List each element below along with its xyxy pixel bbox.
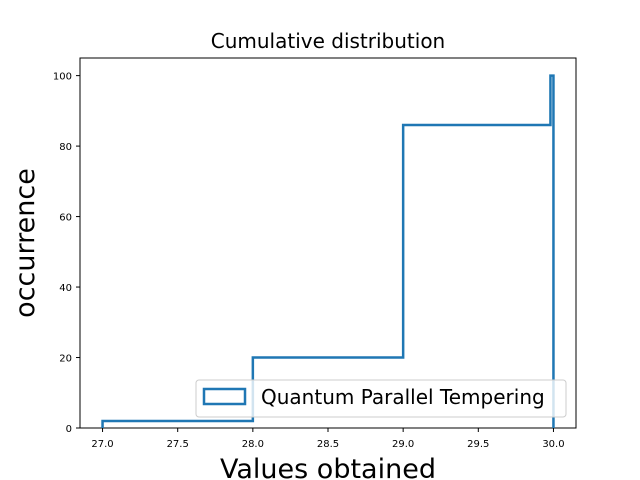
x-tick-label: 28.5 xyxy=(317,439,339,450)
legend-label: Quantum Parallel Tempering xyxy=(261,385,545,409)
y-axis-label: occurrence xyxy=(10,168,41,318)
x-tick-label: 30.0 xyxy=(542,439,564,450)
chart-title: Cumulative distribution xyxy=(211,29,445,53)
y-tick-label: 100 xyxy=(53,72,72,83)
plot-frame xyxy=(79,57,577,429)
y-tick-label: 0 xyxy=(66,424,72,435)
y-tick-label: 80 xyxy=(59,142,72,153)
y-tick-label: 20 xyxy=(59,354,72,365)
y-axis-ticks: 0 20 40 60 80 100 xyxy=(53,72,80,435)
y-tick-label: 60 xyxy=(59,213,72,224)
x-tick-label: 29.5 xyxy=(467,439,489,450)
y-tick-label: 40 xyxy=(59,283,72,294)
x-tick-label: 27.0 xyxy=(91,439,113,450)
x-axis-ticks: 27.0 27.5 28.0 28.5 29.0 29.5 30.0 xyxy=(91,428,565,450)
legend: Quantum Parallel Tempering xyxy=(195,379,567,418)
series-layer xyxy=(101,74,555,428)
x-axis-label: Values obtained xyxy=(220,454,436,480)
x-tick-label: 29.0 xyxy=(392,439,414,450)
legend-swatch xyxy=(202,387,247,406)
x-tick-label: 27.5 xyxy=(167,439,189,450)
series-step-line xyxy=(101,74,555,428)
legend-frame xyxy=(195,379,567,418)
plot-area xyxy=(79,57,577,429)
x-tick-label: 28.0 xyxy=(242,439,264,450)
